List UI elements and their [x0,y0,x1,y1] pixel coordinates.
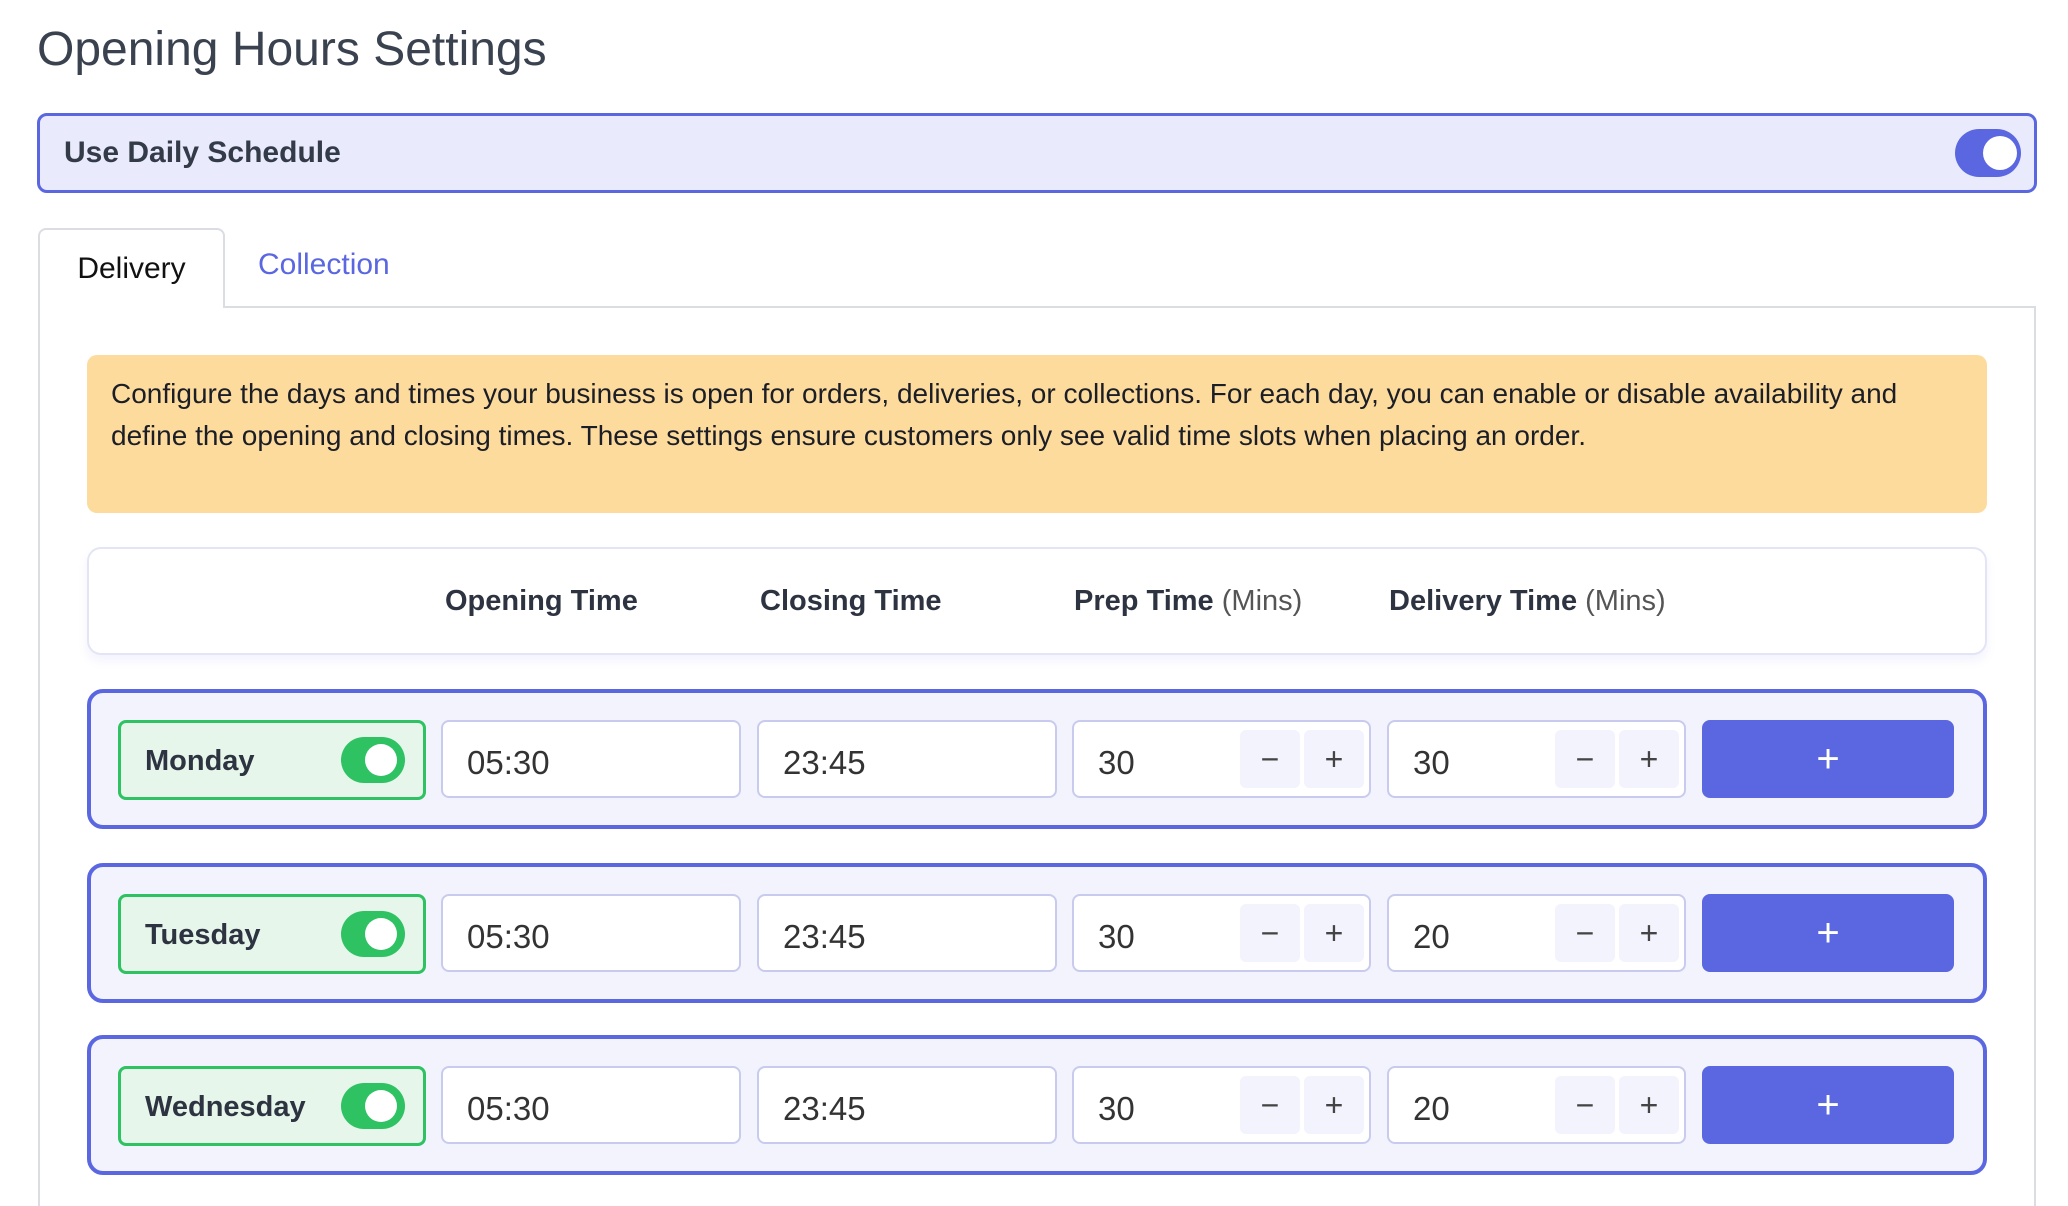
prep-time-stepper[interactable]: 30 − + [1072,720,1371,798]
day-toggle-box: Monday [118,720,426,800]
day-toggle-box: Wednesday [118,1066,426,1146]
prep-time-value: 30 [1098,744,1135,781]
tab-delivery[interactable]: Delivery [38,228,225,308]
page-title: Opening Hours Settings [37,23,547,76]
delivery-time-stepper[interactable]: 20 − + [1387,894,1686,972]
day-name: Tuesday [145,919,261,951]
delivery-time-value: 30 [1413,744,1450,781]
add-time-slot-button[interactable]: + [1702,1066,1954,1144]
day-name: Monday [145,745,255,777]
delivery-increment-button[interactable]: + [1619,730,1679,788]
add-time-slot-button[interactable]: + [1702,720,1954,798]
delivery-time-stepper[interactable]: 20 − + [1387,1066,1686,1144]
prep-decrement-button[interactable]: − [1240,904,1300,962]
day-toggle-box: Tuesday [118,894,426,974]
prep-time-stepper[interactable]: 30 − + [1072,1066,1371,1144]
day-row: Tuesday 05:30 23:45 30 − + 20 − + + [87,863,1987,1003]
toggle-knob [1983,136,2017,170]
prep-decrement-button[interactable]: − [1240,730,1300,788]
opening-time-input[interactable]: 05:30 [441,894,741,972]
opening-time-input[interactable]: 05:30 [441,720,741,798]
prep-decrement-button[interactable]: − [1240,1076,1300,1134]
header-prep-label: Prep Time [1074,585,1214,617]
add-time-slot-button[interactable]: + [1702,894,1954,972]
opening-time-input[interactable]: 05:30 [441,1066,741,1144]
prep-increment-button[interactable]: + [1304,730,1364,788]
closing-time-input[interactable]: 23:45 [757,894,1057,972]
delivery-increment-button[interactable]: + [1619,904,1679,962]
prep-time-stepper[interactable]: 30 − + [1072,894,1371,972]
header-prep-time: Prep Time (Mins) [1074,585,1302,618]
tab-panel [38,306,2036,1206]
prep-increment-button[interactable]: + [1304,904,1364,962]
tab-collection[interactable]: Collection [258,248,390,281]
delivery-time-stepper[interactable]: 30 − + [1387,720,1686,798]
header-closing-time: Closing Time [760,585,942,617]
day-enabled-toggle[interactable] [341,911,405,957]
delivery-time-value: 20 [1413,1090,1450,1127]
header-delivery-unit: (Mins) [1585,585,1666,617]
day-enabled-toggle[interactable] [341,737,405,783]
daily-schedule-toggle[interactable] [1955,129,2021,177]
delivery-increment-button[interactable]: + [1619,1076,1679,1134]
prep-time-value: 30 [1098,918,1135,955]
closing-time-input[interactable]: 23:45 [757,720,1057,798]
daily-schedule-label: Use Daily Schedule [64,136,341,169]
day-row: Monday 05:30 23:45 30 − + 30 − + + [87,689,1987,829]
delivery-decrement-button[interactable]: − [1555,1076,1615,1134]
day-name: Wednesday [145,1091,306,1123]
header-delivery-label: Delivery Time [1389,585,1578,617]
delivery-decrement-button[interactable]: − [1555,904,1615,962]
day-row: Wednesday 05:30 23:45 30 − + 20 − + + [87,1035,1987,1175]
closing-time-input[interactable]: 23:45 [757,1066,1057,1144]
prep-increment-button[interactable]: + [1304,1076,1364,1134]
day-enabled-toggle[interactable] [341,1083,405,1129]
header-prep-unit: (Mins) [1221,585,1303,617]
daily-schedule-bar: Use Daily Schedule [37,113,2037,193]
delivery-decrement-button[interactable]: − [1555,730,1615,788]
delivery-time-value: 20 [1413,918,1450,955]
header-delivery-time: Delivery Time (Mins) [1389,585,1666,618]
column-header: Opening Time Closing Time Prep Time (Min… [87,547,1987,655]
toggle-knob [365,744,397,776]
toggle-knob [365,1090,397,1122]
prep-time-value: 30 [1098,1090,1135,1127]
header-opening-time: Opening Time [445,585,638,617]
toggle-knob [365,918,397,950]
info-banner: Configure the days and times your busine… [87,355,1987,513]
